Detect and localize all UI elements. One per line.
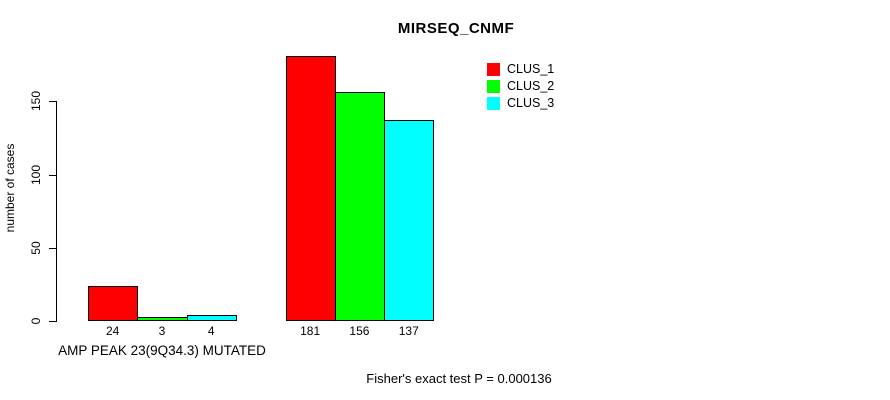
y-tick-label: 150 <box>29 91 43 112</box>
y-tick-label: 100 <box>29 164 43 185</box>
y-axis-label: number of cases <box>3 143 17 233</box>
bar-clus_1-group1 <box>88 285 139 321</box>
bar-value-label: 3 <box>158 324 166 338</box>
x-group-label: AMP PEAK 23(9Q34.3) MUTATED <box>58 343 266 358</box>
legend-label-clus_1: CLUS_1 <box>507 62 555 76</box>
legend-label-clus_2: CLUS_2 <box>507 79 555 93</box>
y-tick-label: 0 <box>29 317 43 325</box>
bar-clus_2-group2 <box>334 92 386 321</box>
bar-value-label: 24 <box>105 324 120 338</box>
bar-value-label: 181 <box>300 324 321 338</box>
bar-value-label: 4 <box>207 324 215 338</box>
legend-label-clus_3: CLUS_3 <box>507 96 555 110</box>
y-tick-mark <box>49 247 56 249</box>
y-tick-mark <box>49 174 56 176</box>
legend-swatch-clus_1 <box>487 63 500 76</box>
bar-clus_1-group2 <box>285 55 336 321</box>
y-tick-label: 50 <box>29 241 43 255</box>
bar-value-label: 156 <box>349 324 370 338</box>
y-tick-mark <box>49 321 56 322</box>
legend-swatch-clus_2 <box>487 80 500 93</box>
chart-title: MIRSEQ_CNMF <box>397 20 515 37</box>
bar-value-label: 137 <box>398 324 419 338</box>
fisher-test-annotation: Fisher's exact test P = 0.000136 <box>366 371 552 386</box>
y-axis-line <box>56 101 57 322</box>
bar-clus_2-group1 <box>137 316 188 321</box>
bar-clus_3-group1 <box>186 315 237 321</box>
legend-swatch-clus_3 <box>487 97 500 110</box>
y-tick-mark <box>49 101 56 103</box>
bar-clus_3-group2 <box>384 120 435 321</box>
